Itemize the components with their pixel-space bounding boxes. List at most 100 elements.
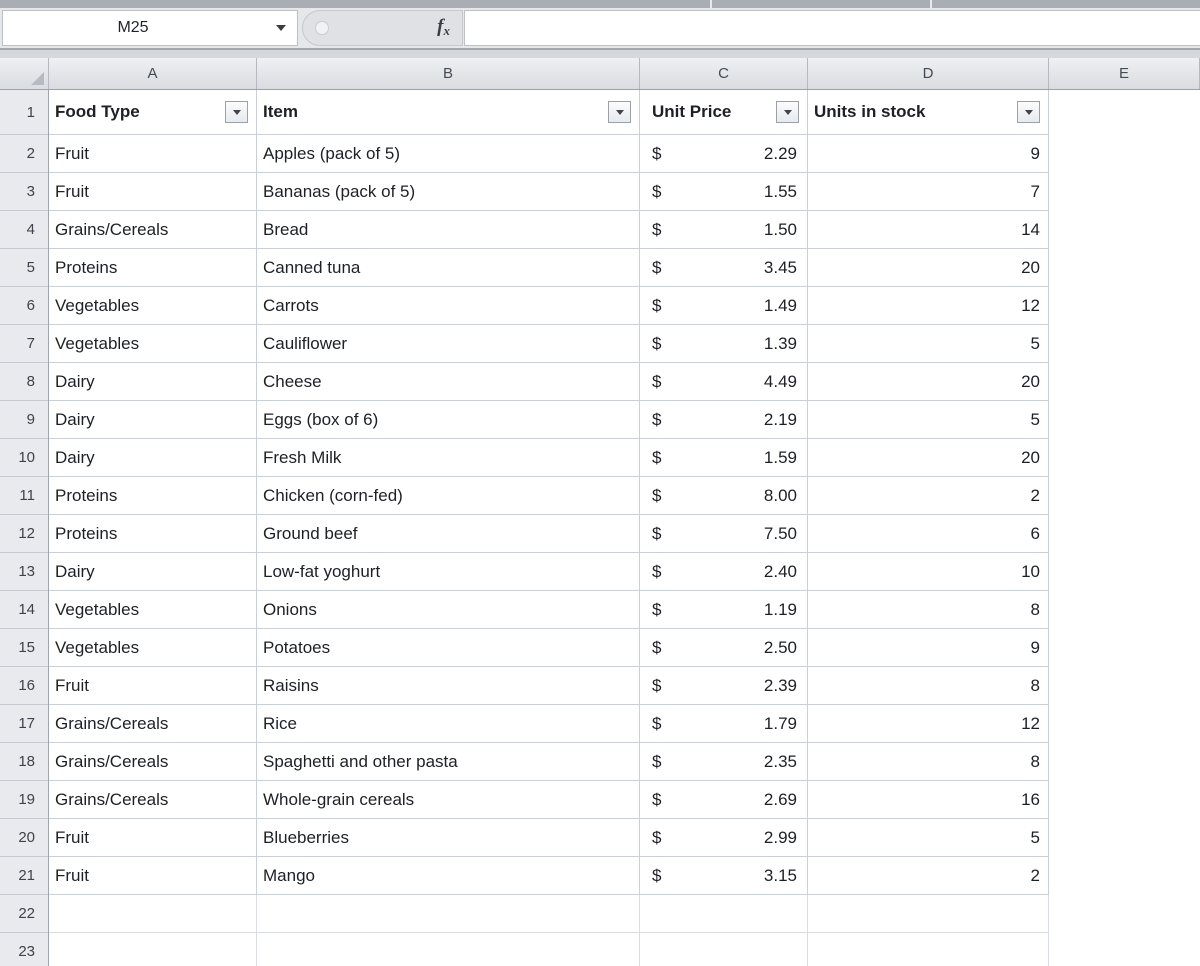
- cell-item[interactable]: Whole-grain cereals: [257, 781, 640, 818]
- cell-item[interactable]: Bananas (pack of 5): [257, 173, 640, 210]
- cell-food-type[interactable]: Grains/Cereals: [49, 781, 257, 818]
- row-header-20[interactable]: 20: [0, 819, 48, 857]
- cell[interactable]: [808, 933, 1049, 966]
- cell-food-type[interactable]: Fruit: [49, 819, 257, 856]
- cell-units-in-stock[interactable]: 7: [808, 173, 1049, 210]
- header-cell-food-type[interactable]: Food Type: [49, 90, 257, 134]
- cell-item[interactable]: Cauliflower: [257, 325, 640, 362]
- cell-food-type[interactable]: Vegetables: [49, 325, 257, 362]
- cell-item[interactable]: Cheese: [257, 363, 640, 400]
- row-header-9[interactable]: 9: [0, 401, 48, 439]
- row-header-18[interactable]: 18: [0, 743, 48, 781]
- cell-units-in-stock[interactable]: 8: [808, 667, 1049, 704]
- row-header-7[interactable]: 7: [0, 325, 48, 363]
- row-header-22[interactable]: 22: [0, 895, 48, 933]
- cell-food-type[interactable]: Grains/Cereals: [49, 705, 257, 742]
- cell-units-in-stock[interactable]: 20: [808, 439, 1049, 476]
- cell-unit-price[interactable]: $ 2.35: [640, 743, 808, 780]
- cell-item[interactable]: Raisins: [257, 667, 640, 704]
- cell-food-type[interactable]: Proteins: [49, 515, 257, 552]
- filter-dropdown-icon[interactable]: [608, 101, 631, 123]
- row-header-10[interactable]: 10: [0, 439, 48, 477]
- cell-units-in-stock[interactable]: 8: [808, 743, 1049, 780]
- cell[interactable]: [808, 895, 1049, 932]
- header-cell-unit-price[interactable]: Unit Price: [640, 90, 808, 134]
- cell-item[interactable]: Low-fat yoghurt: [257, 553, 640, 590]
- cell-item[interactable]: Canned tuna: [257, 249, 640, 286]
- cell-unit-price[interactable]: $ 2.50: [640, 629, 808, 666]
- cell-food-type[interactable]: Grains/Cereals: [49, 211, 257, 248]
- filter-dropdown-icon[interactable]: [225, 101, 248, 123]
- cell-unit-price[interactable]: $ 2.40: [640, 553, 808, 590]
- cell[interactable]: [640, 933, 808, 966]
- cell-unit-price[interactable]: $ 3.15: [640, 857, 808, 894]
- row-header-8[interactable]: 8: [0, 363, 48, 401]
- cell-item[interactable]: Rice: [257, 705, 640, 742]
- cell-item[interactable]: Onions: [257, 591, 640, 628]
- cell-unit-price[interactable]: $ 2.19: [640, 401, 808, 438]
- cell-units-in-stock[interactable]: 10: [808, 553, 1049, 590]
- cell-food-type[interactable]: Dairy: [49, 553, 257, 590]
- cell-food-type[interactable]: Dairy: [49, 363, 257, 400]
- column-header-E[interactable]: E: [1049, 58, 1200, 89]
- column-header-B[interactable]: B: [257, 58, 640, 89]
- cell-unit-price[interactable]: $ 1.19: [640, 591, 808, 628]
- cell-unit-price[interactable]: $ 2.29: [640, 135, 808, 172]
- cell[interactable]: [257, 933, 640, 966]
- cell-units-in-stock[interactable]: 2: [808, 477, 1049, 514]
- cell-food-type[interactable]: Fruit: [49, 173, 257, 210]
- cell-food-type[interactable]: Proteins: [49, 477, 257, 514]
- cell-units-in-stock[interactable]: 5: [808, 401, 1049, 438]
- cell-item[interactable]: Potatoes: [257, 629, 640, 666]
- row-header-19[interactable]: 19: [0, 781, 48, 819]
- cell-item[interactable]: Ground beef: [257, 515, 640, 552]
- cell-item[interactable]: Carrots: [257, 287, 640, 324]
- filter-dropdown-icon[interactable]: [776, 101, 799, 123]
- cell-food-type[interactable]: Dairy: [49, 401, 257, 438]
- cell-food-type[interactable]: Vegetables: [49, 287, 257, 324]
- name-box[interactable]: M25: [2, 10, 298, 46]
- cell[interactable]: [640, 895, 808, 932]
- filter-dropdown-icon[interactable]: [1017, 101, 1040, 123]
- cell-item[interactable]: Mango: [257, 857, 640, 894]
- row-header-1[interactable]: 1: [0, 90, 48, 135]
- cell[interactable]: [49, 895, 257, 932]
- cell-unit-price[interactable]: $ 2.69: [640, 781, 808, 818]
- column-header-A[interactable]: A: [49, 58, 257, 89]
- cell-item[interactable]: Eggs (box of 6): [257, 401, 640, 438]
- cell-item[interactable]: Chicken (corn-fed): [257, 477, 640, 514]
- row-header-6[interactable]: 6: [0, 287, 48, 325]
- row-header-14[interactable]: 14: [0, 591, 48, 629]
- cell[interactable]: [257, 895, 640, 932]
- row-header-2[interactable]: 2: [0, 135, 48, 173]
- cell-food-type[interactable]: Fruit: [49, 667, 257, 704]
- cell-units-in-stock[interactable]: 5: [808, 819, 1049, 856]
- row-header-3[interactable]: 3: [0, 173, 48, 211]
- fx-icon[interactable]: fx: [437, 16, 450, 38]
- name-box-dropdown-icon[interactable]: [276, 25, 286, 31]
- cell-unit-price[interactable]: $ 1.50: [640, 211, 808, 248]
- row-header-21[interactable]: 21: [0, 857, 48, 895]
- cell-unit-price[interactable]: $ 1.49: [640, 287, 808, 324]
- cell-food-type[interactable]: Fruit: [49, 135, 257, 172]
- cell-food-type[interactable]: Vegetables: [49, 591, 257, 628]
- cell-unit-price[interactable]: $ 3.45: [640, 249, 808, 286]
- cell-unit-price[interactable]: $ 1.55: [640, 173, 808, 210]
- cell-units-in-stock[interactable]: 2: [808, 857, 1049, 894]
- column-header-D[interactable]: D: [808, 58, 1049, 89]
- column-header-C[interactable]: C: [640, 58, 808, 89]
- row-header-23[interactable]: 23: [0, 933, 48, 966]
- select-all-corner[interactable]: [0, 58, 49, 89]
- cell-unit-price[interactable]: $ 8.00: [640, 477, 808, 514]
- row-header-5[interactable]: 5: [0, 249, 48, 287]
- cell-food-type[interactable]: Vegetables: [49, 629, 257, 666]
- cell-units-in-stock[interactable]: 12: [808, 705, 1049, 742]
- cell-units-in-stock[interactable]: 14: [808, 211, 1049, 248]
- cell-unit-price[interactable]: $ 1.59: [640, 439, 808, 476]
- cell-units-in-stock[interactable]: 8: [808, 591, 1049, 628]
- cell-item[interactable]: Bread: [257, 211, 640, 248]
- cell-item[interactable]: Fresh Milk: [257, 439, 640, 476]
- row-header-13[interactable]: 13: [0, 553, 48, 591]
- cell-units-in-stock[interactable]: 6: [808, 515, 1049, 552]
- row-header-17[interactable]: 17: [0, 705, 48, 743]
